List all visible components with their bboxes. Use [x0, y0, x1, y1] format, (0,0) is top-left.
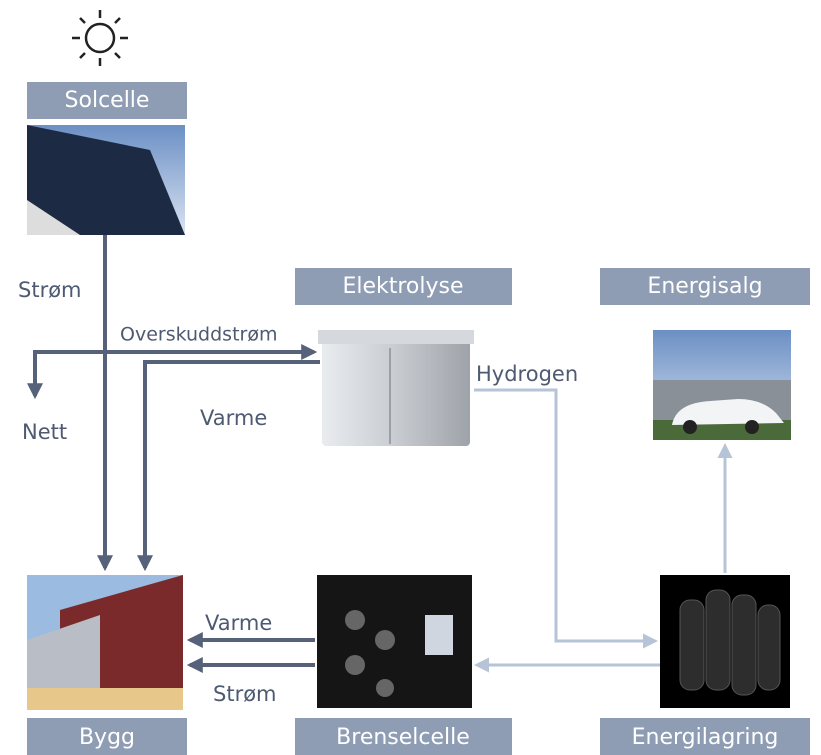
building-image	[27, 575, 183, 710]
node-label: Brenselcelle	[336, 725, 470, 750]
node-label: Bygg	[79, 725, 135, 750]
edge-label: Hydrogen	[476, 362, 578, 386]
node-label: Solcelle	[65, 88, 150, 113]
solar-panel-image	[27, 125, 185, 235]
edge-label: Varme	[205, 611, 272, 635]
node-label: Energilagring	[632, 725, 779, 750]
diagram: Solcelle Elektrolyse Energisalg Bygg Bre…	[0, 0, 821, 755]
electrolyser-image	[318, 330, 474, 446]
edge-label: Overskuddstrøm	[120, 324, 277, 346]
arrow	[474, 390, 655, 641]
node-label: Elektrolyse	[342, 274, 463, 299]
edge-label: Strøm	[18, 278, 82, 302]
edge-label: Varme	[200, 406, 267, 430]
sun-icon	[72, 10, 128, 66]
arrow	[145, 362, 320, 568]
car-image	[653, 330, 791, 440]
arrow	[35, 352, 105, 396]
node-label: Energisalg	[647, 274, 762, 299]
edge-label: Nett	[22, 420, 67, 444]
fuel-cell-image	[317, 575, 472, 708]
storage-image	[660, 575, 790, 708]
edge-label: Strøm	[213, 682, 277, 706]
